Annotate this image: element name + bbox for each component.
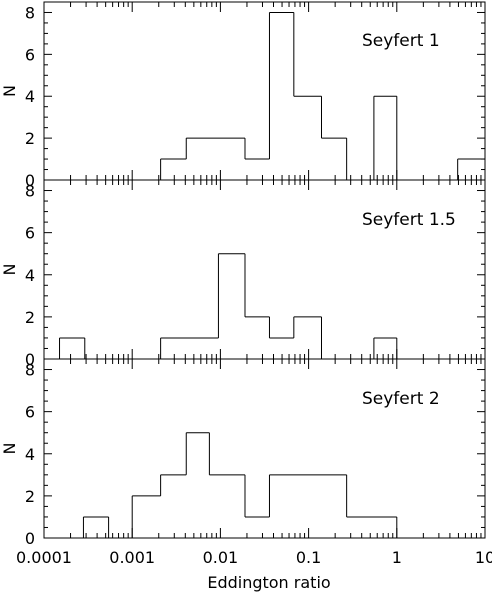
y-tick-label: 8 (25, 3, 35, 22)
y-tick-label: 0 (25, 171, 35, 190)
panel-title: Seyfert 1.5 (362, 210, 456, 230)
panel-3: 0 2 4 6 8 0.0001 0.001 0.01 0.1 1 10 N Seyfert 2 (0, 358, 492, 567)
x-tick-label: 0.0001 (16, 548, 72, 567)
panel-title: Seyfert 1 (362, 31, 440, 51)
y-tick-label: 6 (25, 45, 35, 64)
y-tick-label: 4 (25, 266, 35, 285)
x-tick-label: 0.01 (203, 548, 239, 567)
y-tick-label: 8 (25, 361, 35, 380)
y-axis-label: N (0, 443, 19, 455)
y-tick-label: 6 (25, 224, 35, 243)
x-tick-label: 1 (392, 548, 402, 567)
y-tick-label: 2 (25, 487, 35, 506)
plot-frame (43, 358, 486, 539)
y-axis-label: N (0, 264, 19, 276)
y-tick-label: 2 (25, 129, 35, 148)
x-tick-label: 0.001 (109, 548, 155, 567)
panel-2: 0 2 4 6 8 N Seyfert 1.5 (0, 179, 486, 369)
x-tick-label: 10 (475, 548, 492, 567)
y-tick-label: 4 (25, 445, 35, 464)
y-tick-label: 0 (25, 350, 35, 369)
panel-title: Seyfert 2 (362, 389, 440, 409)
plot-frame (43, 179, 486, 360)
y-tick-label: 8 (25, 182, 35, 201)
x-tick-label: 0.1 (296, 548, 321, 567)
y-tick-label: 4 (25, 87, 35, 106)
panel-1: 0 2 4 6 8 N Seyfert 1 (0, 1, 486, 190)
x-axis-label: Eddington ratio (207, 573, 330, 592)
histogram-panels: 0 2 4 6 8 N Seyfert 1 0 2 4 6 8 N Seyfert 1.5 0 2 4 6 8 0.0… (0, 1, 492, 567)
y-tick-label: 2 (25, 308, 35, 327)
y-tick-label: 0 (25, 529, 35, 548)
y-tick-label: 6 (25, 403, 35, 422)
plot-frame (43, 1, 486, 181)
y-axis-label: N (0, 85, 19, 97)
